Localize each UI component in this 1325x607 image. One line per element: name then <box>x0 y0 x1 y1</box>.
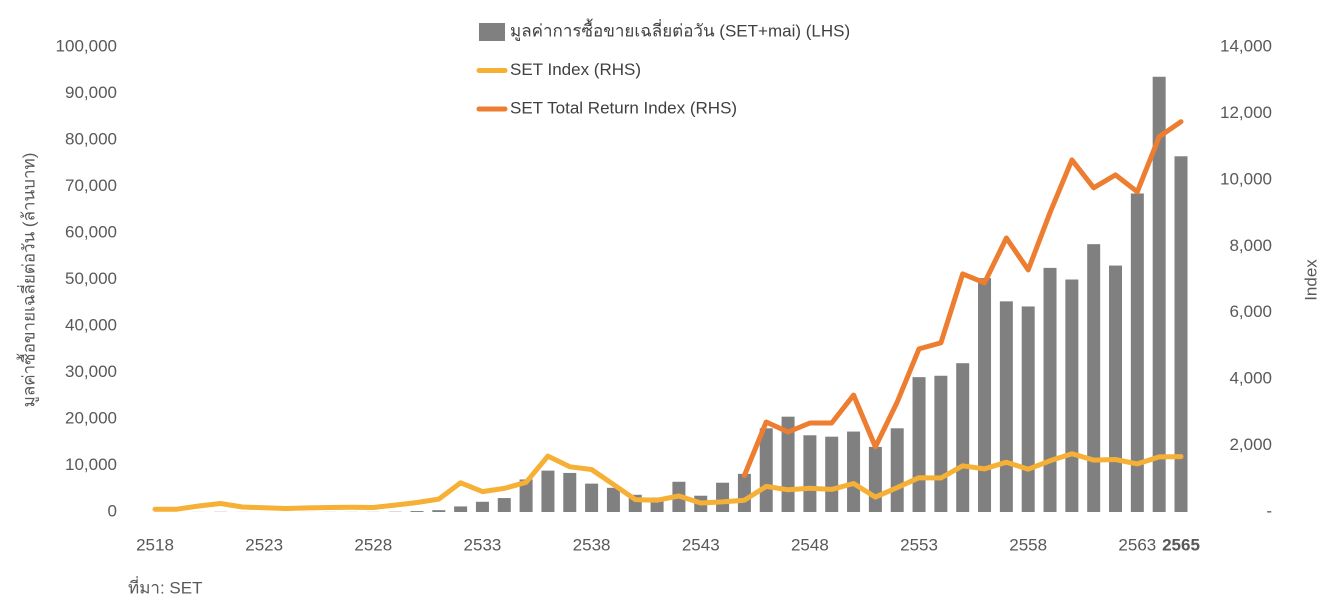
bar <box>1021 306 1035 512</box>
y-tick-label: 30,000 <box>65 362 117 381</box>
bar <box>585 483 599 512</box>
y2-tick-label: 2,000 <box>1229 435 1272 454</box>
y-tick-label: 60,000 <box>65 222 117 241</box>
bar <box>1152 76 1166 512</box>
bar <box>847 431 861 512</box>
bar <box>716 482 730 512</box>
bar <box>803 435 817 512</box>
y2-tick-label: - <box>1266 501 1272 520</box>
y-tick-label: 90,000 <box>65 83 117 102</box>
bar <box>563 472 577 512</box>
x-tick-label: 2523 <box>245 535 283 554</box>
bar <box>868 446 882 512</box>
bar <box>1174 156 1188 512</box>
legend-label: มูลค่าการซื้อขายเฉลี่ยต่อวัน (SET+mai) (… <box>510 18 850 41</box>
bar <box>1109 265 1123 512</box>
legend-label: SET Index (RHS) <box>510 60 641 79</box>
bar <box>606 487 620 512</box>
y2-tick-label: 6,000 <box>1229 302 1272 321</box>
bar <box>1130 193 1144 512</box>
bar <box>956 363 970 512</box>
bar <box>410 511 424 512</box>
line <box>741 119 1184 478</box>
bar <box>759 428 773 512</box>
x-tick-label: 2538 <box>573 535 611 554</box>
y-tick-label: 100,000 <box>56 36 117 55</box>
bar <box>1087 244 1101 512</box>
bar <box>934 375 948 512</box>
x-tick-label: 2548 <box>791 535 829 554</box>
y2-tick-label: 12,000 <box>1220 103 1272 122</box>
bar <box>1043 267 1057 512</box>
bar <box>541 470 555 512</box>
bar <box>890 428 904 512</box>
bar <box>454 506 468 512</box>
bar <box>519 479 533 512</box>
bar <box>912 377 926 512</box>
y-axis-label: มูลค่าซื้อขายเฉลี่ยต่อวัน (ล้านบาท) <box>16 153 39 408</box>
x-tick-label: 2518 <box>136 535 174 554</box>
y2-tick-label: 10,000 <box>1220 169 1272 188</box>
x-tick-label: 2528 <box>354 535 392 554</box>
y-tick-label: 40,000 <box>65 315 117 334</box>
line <box>152 451 1184 512</box>
x-tick-label: 2543 <box>682 535 720 554</box>
bar <box>475 501 489 512</box>
bar <box>1065 279 1079 512</box>
y-tick-label: 10,000 <box>65 455 117 474</box>
y-tick-label: 0 <box>108 501 117 520</box>
y-tick-label: 70,000 <box>65 176 117 195</box>
y-tick-label: 50,000 <box>65 269 117 288</box>
bar <box>999 301 1013 512</box>
bar <box>432 510 446 512</box>
y2-tick-label: 8,000 <box>1229 236 1272 255</box>
x-tick-label: 2553 <box>900 535 938 554</box>
legend-label: SET Total Return Index (RHS) <box>510 98 737 117</box>
bar <box>978 278 992 512</box>
x-tick-label: 2565 <box>1162 535 1200 554</box>
x-tick-label: 2558 <box>1009 535 1047 554</box>
bar <box>737 473 751 512</box>
y2-tick-label: 14,000 <box>1220 36 1272 55</box>
bar <box>497 498 511 512</box>
y-tick-label: 80,000 <box>65 129 117 148</box>
x-tick-label: 2533 <box>464 535 502 554</box>
y2-axis-label: Index <box>1301 259 1320 301</box>
x-tick-label: 2563 <box>1118 535 1156 554</box>
source: ที่มา: SET <box>128 575 202 597</box>
bar <box>825 436 839 512</box>
y-tick-label: 20,000 <box>65 408 117 427</box>
legend: มูลค่าการซื้อขายเฉลี่ยต่อวัน (SET+mai) (… <box>476 18 850 117</box>
legend-swatch <box>479 23 505 41</box>
y2-tick-label: 4,000 <box>1229 369 1272 388</box>
